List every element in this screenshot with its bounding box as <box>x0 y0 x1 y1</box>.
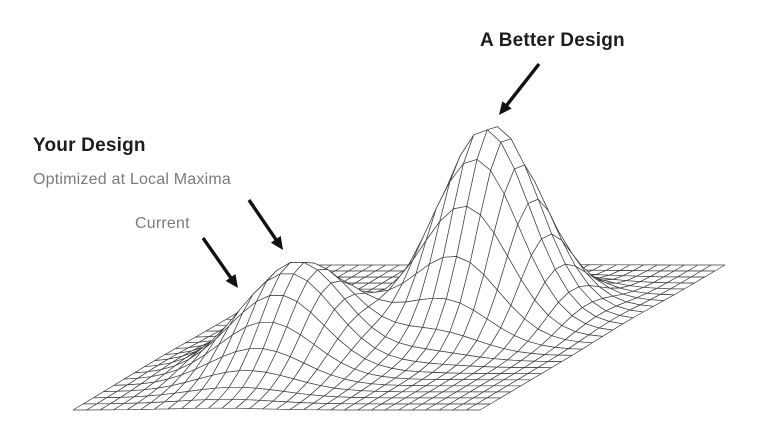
arrow-optimized <box>247 199 284 251</box>
label-optimized-at-local-maxima: Optimized at Local Maxima <box>33 171 231 188</box>
arrow-better-design <box>498 62 541 116</box>
annotation-arrows <box>201 62 541 289</box>
label-a-better-design: A Better Design <box>480 30 625 51</box>
wireframe-mesh <box>72 126 726 411</box>
label-your-design: Your Design <box>33 135 146 156</box>
label-current: Current <box>135 215 190 232</box>
arrow-current <box>201 237 238 289</box>
mesh-quad <box>466 403 491 411</box>
